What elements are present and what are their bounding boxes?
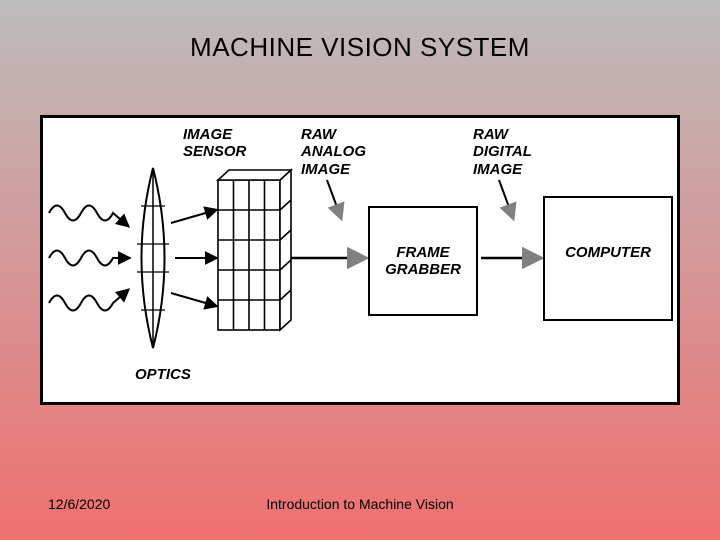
label-raw-digital: RAW DIGITAL IMAGE bbox=[473, 126, 532, 178]
frame-grabber-label: FRAME GRABBER bbox=[385, 244, 461, 279]
label-optics: OPTICS bbox=[135, 366, 191, 383]
callout-raw-digital bbox=[499, 180, 513, 218]
image-sensor-grid bbox=[218, 170, 291, 330]
rays-lens-to-sensor bbox=[171, 210, 216, 306]
light-waves bbox=[49, 206, 129, 311]
diagram-frame: FRAME GRABBER COMPUTER IMAGE SENSOR RAW … bbox=[40, 115, 680, 405]
label-raw-analog: RAW ANALOG IMAGE bbox=[301, 126, 366, 178]
label-image-sensor: IMAGE SENSOR bbox=[183, 126, 246, 161]
computer-label: COMPUTER bbox=[565, 244, 651, 261]
computer-box: COMPUTER bbox=[543, 196, 673, 321]
lens-shape bbox=[137, 168, 169, 348]
callout-raw-analog bbox=[327, 180, 341, 218]
footer-title: Introduction to Machine Vision bbox=[0, 496, 720, 512]
slide-title: MACHINE VISION SYSTEM bbox=[0, 32, 720, 63]
frame-grabber-box: FRAME GRABBER bbox=[368, 206, 478, 316]
